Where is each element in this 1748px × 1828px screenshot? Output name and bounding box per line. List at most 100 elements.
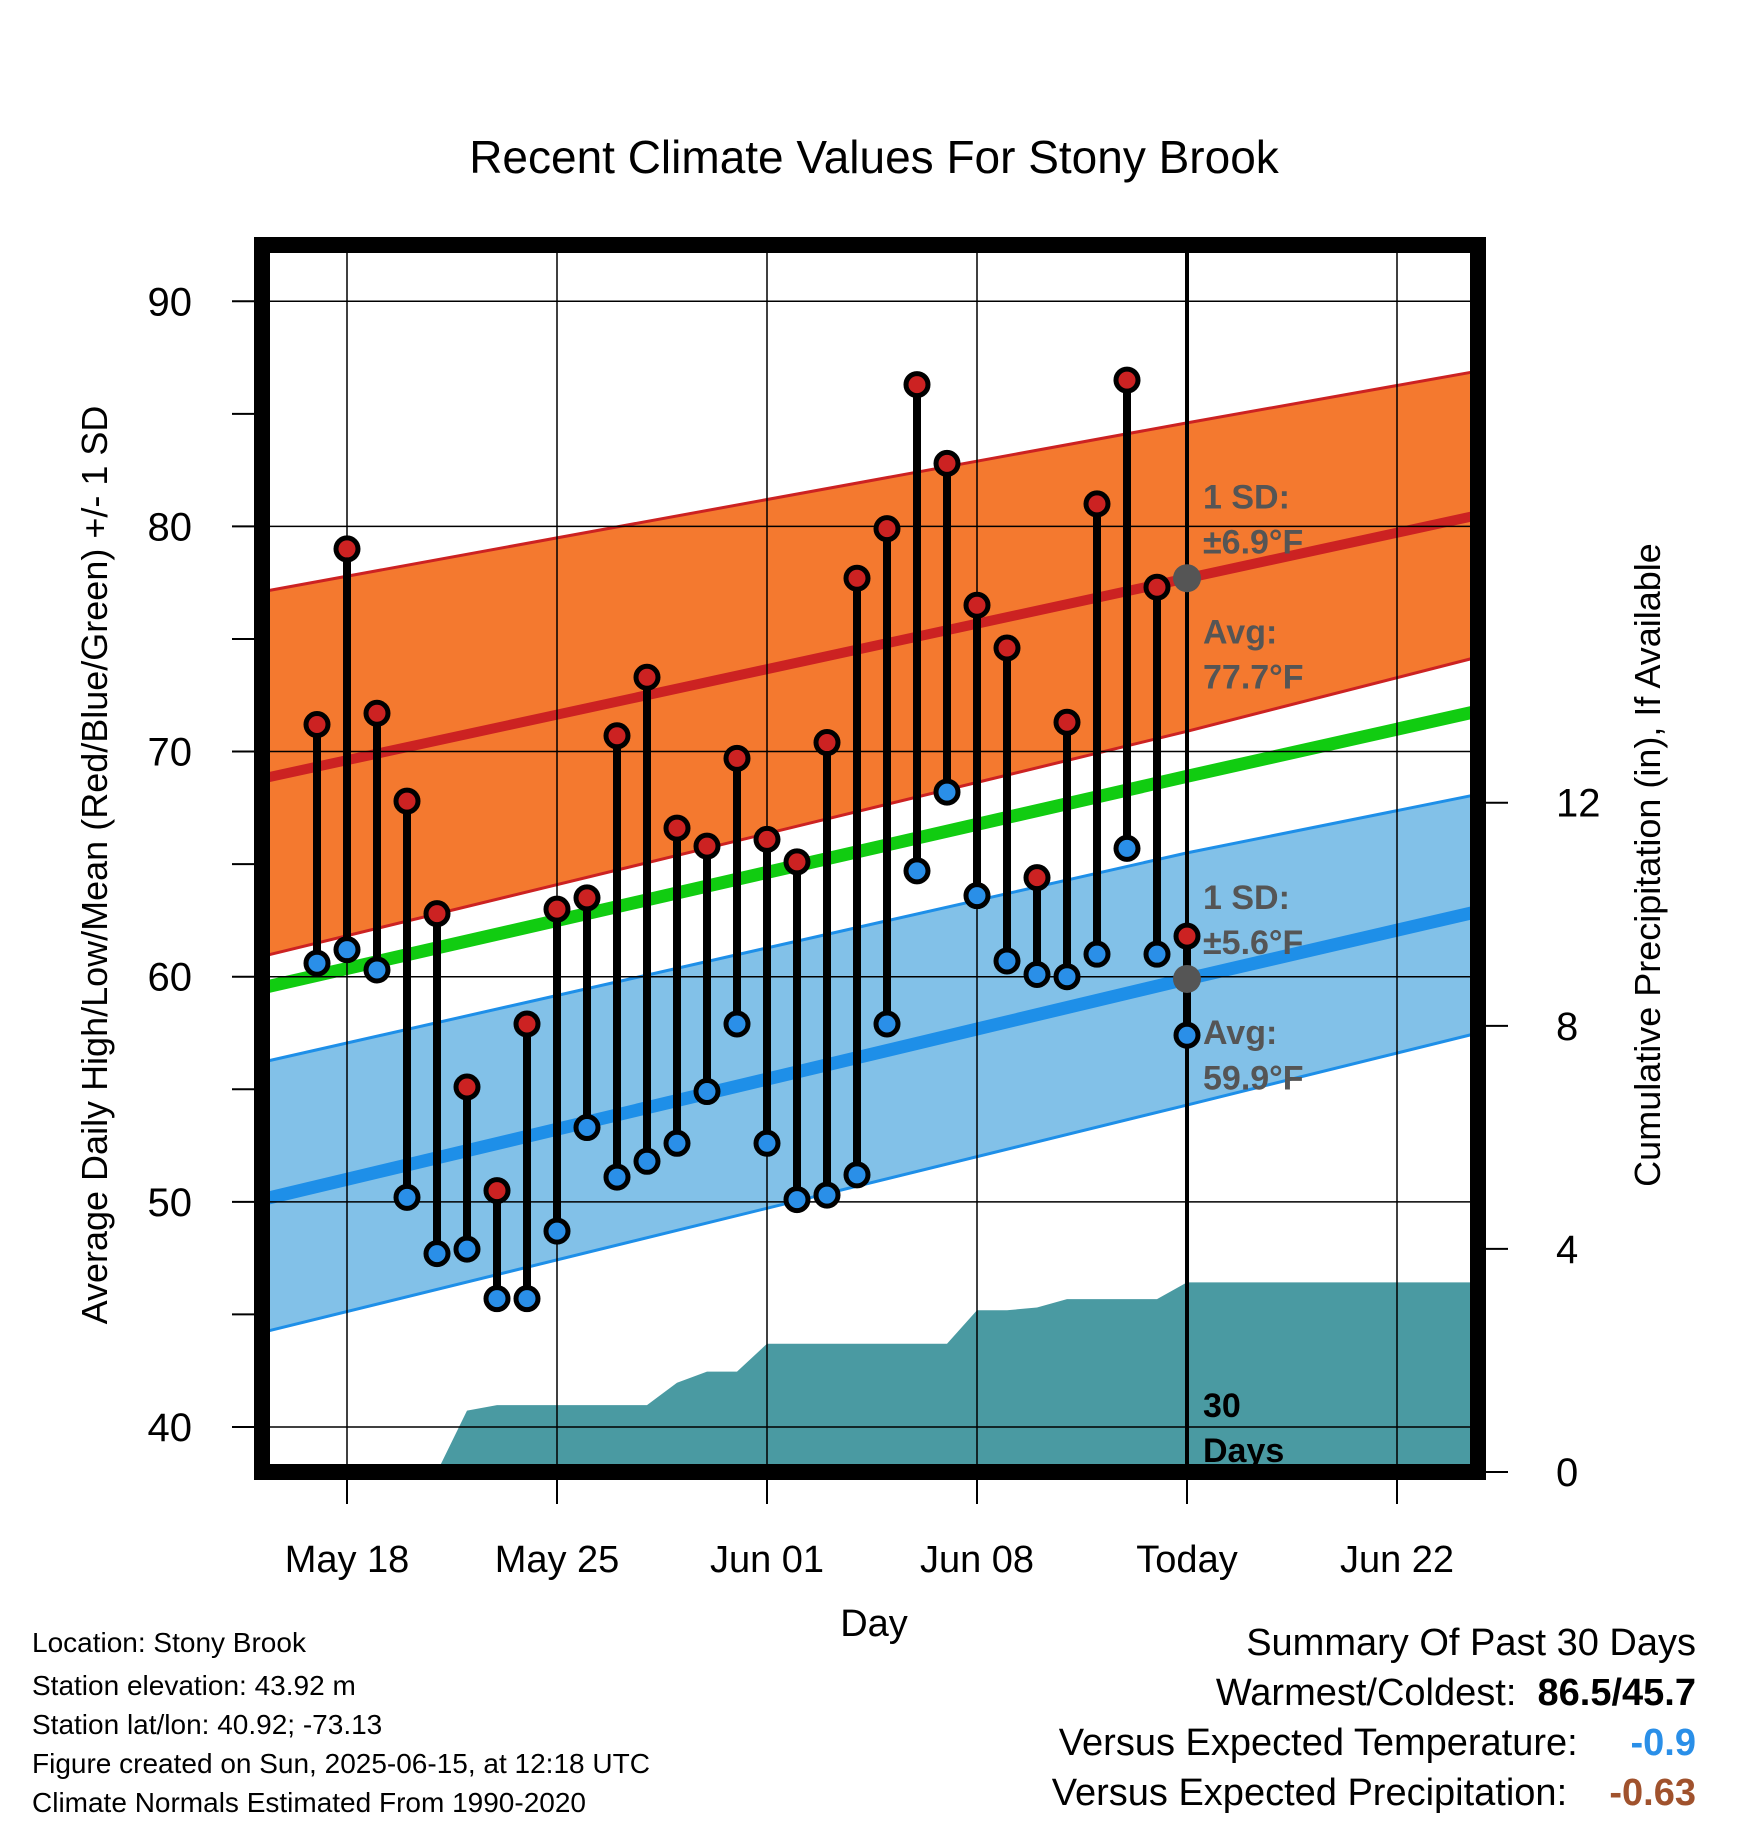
high-point [933,449,961,477]
info-location: Location: Stony Brook [32,1627,306,1658]
low-point [783,1186,811,1214]
high-point [1023,864,1051,892]
high-point [993,634,1021,662]
low-point [843,1161,871,1189]
x-tick-label: Jun 01 [710,1539,824,1581]
low-point [603,1163,631,1191]
low-point [963,882,991,910]
low-point [903,857,931,885]
high-point [753,825,781,853]
high-point [723,744,751,772]
x-tick-label: Today [1136,1539,1237,1581]
high-point [483,1177,511,1205]
low-sd-value: ±5.6°F [1203,924,1303,962]
summary-warmest: Warmest/Coldest: 86.5/45.7 [1216,1672,1696,1715]
high-point [453,1073,481,1101]
low-point [813,1181,841,1209]
high-point [1083,490,1111,518]
plot-area: 1 SD: ±6.9°F Avg: 77.7°F 1 SD: ±5.6°F Avg: 59.9… [148,237,1601,1581]
high-point [393,787,421,815]
high-point [423,900,451,928]
high-point [813,729,841,757]
today-avg-low-marker [1173,964,1201,993]
low-point [393,1183,421,1211]
info-elevation: Station elevation: 43.92 m [32,1670,356,1701]
high-point [303,711,331,739]
low-point [573,1114,601,1142]
y2-tick-label: 4 [1556,1228,1578,1272]
y-tick-label: 60 [148,956,193,1000]
high-point [1113,366,1141,394]
low-point [1023,960,1051,988]
x-tick-label: Jun 08 [920,1539,1034,1581]
low-point [663,1129,691,1157]
high-point [633,663,661,691]
x-tick-label: Jun 22 [1340,1539,1454,1581]
high-point [603,722,631,750]
high-point [783,848,811,876]
info-latlon: Station lat/lon: 40.92; -73.13 [32,1709,383,1740]
low-point [993,947,1021,975]
x-tick-label: May 18 [285,1539,410,1581]
high-point [903,371,931,399]
summary-title: Summary Of Past 30 Days [1246,1622,1696,1664]
high-point [963,591,991,619]
y-tick-label: 80 [148,505,193,549]
summary-temp-label: Versus Expected Temperature: [1058,1722,1578,1764]
high-point [843,564,871,592]
y2-tick-label: 0 [1556,1451,1578,1495]
low-point [933,778,961,806]
high-point [573,884,601,912]
y-axis-label: Average Daily High/Low/Mean (Red/Blue/Gr… [74,406,115,1325]
y-tick-label: 40 [148,1406,193,1450]
y2-axis-label: Cumulative Precipitation (in), If Availa… [1627,543,1668,1187]
precip-area [262,1282,1478,1472]
low-point [363,956,391,984]
low-avg-value: 59.9°F [1203,1059,1304,1097]
y-tick-label: 50 [148,1181,193,1225]
low-point [1143,940,1171,968]
low-point [423,1240,451,1268]
low-point [633,1147,661,1175]
summary-temp-value: -0.9 [1630,1722,1696,1764]
high-point [363,699,391,727]
high-point [1173,922,1201,950]
y2-tick-label: 8 [1556,1005,1578,1049]
high-point [1143,573,1171,601]
high-sd-label: 1 SD: [1203,478,1290,516]
summary-warmest-label: Warmest/Coldest: [1215,1672,1517,1714]
y-tick-label: 90 [148,280,193,324]
high-point [513,1010,541,1038]
high-point [693,832,721,860]
low-point [513,1285,541,1313]
low-point [693,1078,721,1106]
low-point [873,1010,901,1038]
low-point [543,1217,571,1245]
low-point [333,936,361,964]
days-label-line2: Days [1203,1432,1284,1470]
high-sd-value: ±6.9°F [1203,523,1303,561]
high-point [663,814,691,842]
plot-frame [254,237,1486,1480]
days-label-line1: 30 [1203,1387,1241,1425]
low-point [753,1129,781,1157]
summary-precip-label: Versus Expected Precipitation: [1051,1772,1568,1814]
high-point [543,895,571,923]
high-point [333,535,361,563]
y-tick-label: 70 [148,731,193,775]
summary-temp: Versus Expected Temperature: -0.9 [1059,1722,1696,1765]
x-axis-label: Day [840,1603,908,1645]
summary-precip-value: -0.63 [1609,1772,1696,1814]
low-point [1173,1021,1201,1049]
low-point [723,1010,751,1038]
info-created: Figure created on Sun, 2025-06-15, at 12… [32,1748,650,1779]
today-avg-high-marker [1173,564,1201,593]
low-point [453,1235,481,1263]
low-point [1113,834,1141,862]
info-normals: Climate Normals Estimated From 1990-2020 [32,1787,586,1818]
x-tick-label: May 25 [495,1539,620,1581]
low-point [1053,963,1081,991]
low-sd-label: 1 SD: [1203,879,1290,917]
low-point [1083,940,1111,968]
